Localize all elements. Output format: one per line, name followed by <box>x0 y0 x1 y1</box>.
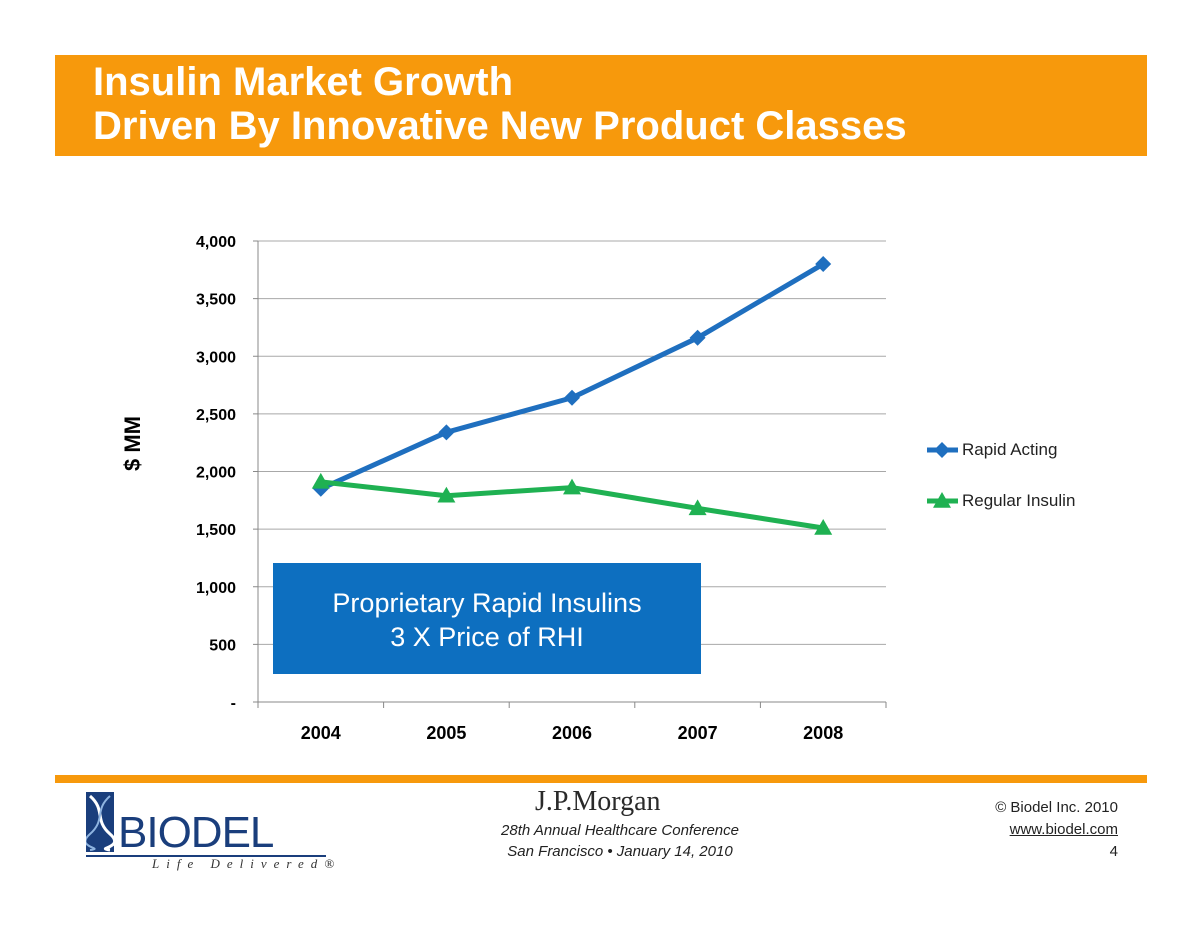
point-regular-insulin-2008 <box>814 518 833 535</box>
legend-marker-regular-insulin <box>933 492 951 508</box>
legend-label-regular-insulin: Regular Insulin <box>962 491 1076 510</box>
point-rapid-acting-2008 <box>815 256 832 273</box>
footer-right: © Biodel Inc. 2010 www.biodel.com 4 <box>995 797 1118 863</box>
callout-line1: Proprietary Rapid Insulins <box>332 588 642 618</box>
point-rapid-acting-2006 <box>564 389 580 406</box>
y-tick-label-5: 2,500 <box>196 407 236 424</box>
point-rapid-acting-2007 <box>689 329 706 346</box>
x-tick-label-2008: 2008 <box>803 723 843 743</box>
y-tick-label-8: 4,000 <box>196 234 236 251</box>
slide-title-line2: Driven By Innovative New Product Classes <box>93 104 907 148</box>
website-link[interactable]: www.biodel.com <box>1009 821 1118 838</box>
page-number: 4 <box>1109 843 1118 860</box>
point-regular-insulin-2004 <box>311 472 330 489</box>
x-tick-label-2005: 2005 <box>426 723 466 743</box>
y-tick-label-3: 1,500 <box>196 522 236 539</box>
y-tick-label-2: 1,000 <box>196 580 236 597</box>
biodel-logo <box>86 792 326 857</box>
point-rapid-acting-2005 <box>438 424 455 441</box>
conference-info: 28th Annual Healthcare Conference San Fr… <box>470 820 770 862</box>
y-tick-label-1: 500 <box>209 637 236 654</box>
copyright: © Biodel Inc. 2010 <box>995 799 1118 816</box>
series-line-rapid-acting <box>319 261 825 492</box>
x-tick-label-2007: 2007 <box>678 723 718 743</box>
callout-box: Proprietary Rapid Insulins 3 X Price of … <box>273 563 701 674</box>
x-tick-label-2004: 2004 <box>301 723 341 743</box>
legend-label-rapid-acting: Rapid Acting <box>962 440 1058 459</box>
point-regular-insulin-2007 <box>688 499 707 516</box>
y-tick-label-0: - <box>231 695 236 712</box>
logo-wordmark: BIODEL <box>118 808 274 857</box>
legend-marker-rapid-acting <box>934 442 950 458</box>
y-tick-label-4: 2,000 <box>196 465 236 482</box>
logo-tagline: Life Delivered® <box>152 856 342 871</box>
x-tick-label-2006: 2006 <box>552 723 592 743</box>
logo-helix-block <box>86 792 114 852</box>
title-banner <box>55 55 1147 156</box>
sponsor-logo: J.P.Morgan <box>535 786 661 817</box>
footer-divider <box>55 775 1147 783</box>
conference-name: 28th Annual Healthcare Conference <box>501 822 739 839</box>
point-regular-insulin-2006 <box>563 478 581 495</box>
slide-title-line1: Insulin Market Growth <box>93 60 514 104</box>
y-tick-label-7: 3,500 <box>196 292 236 309</box>
line-chart: - 500 1,000 1,500 2,000 2,500 3,000 3,500 4,000 2… <box>196 234 958 743</box>
y-tick-label-6: 3,000 <box>196 349 236 366</box>
conference-location: San Francisco • January 14, 2010 <box>507 843 733 860</box>
point-regular-insulin-2005 <box>437 486 456 503</box>
callout-line2: 3 X Price of RHI <box>390 622 584 652</box>
y-axis-label: $ MM <box>120 416 145 471</box>
